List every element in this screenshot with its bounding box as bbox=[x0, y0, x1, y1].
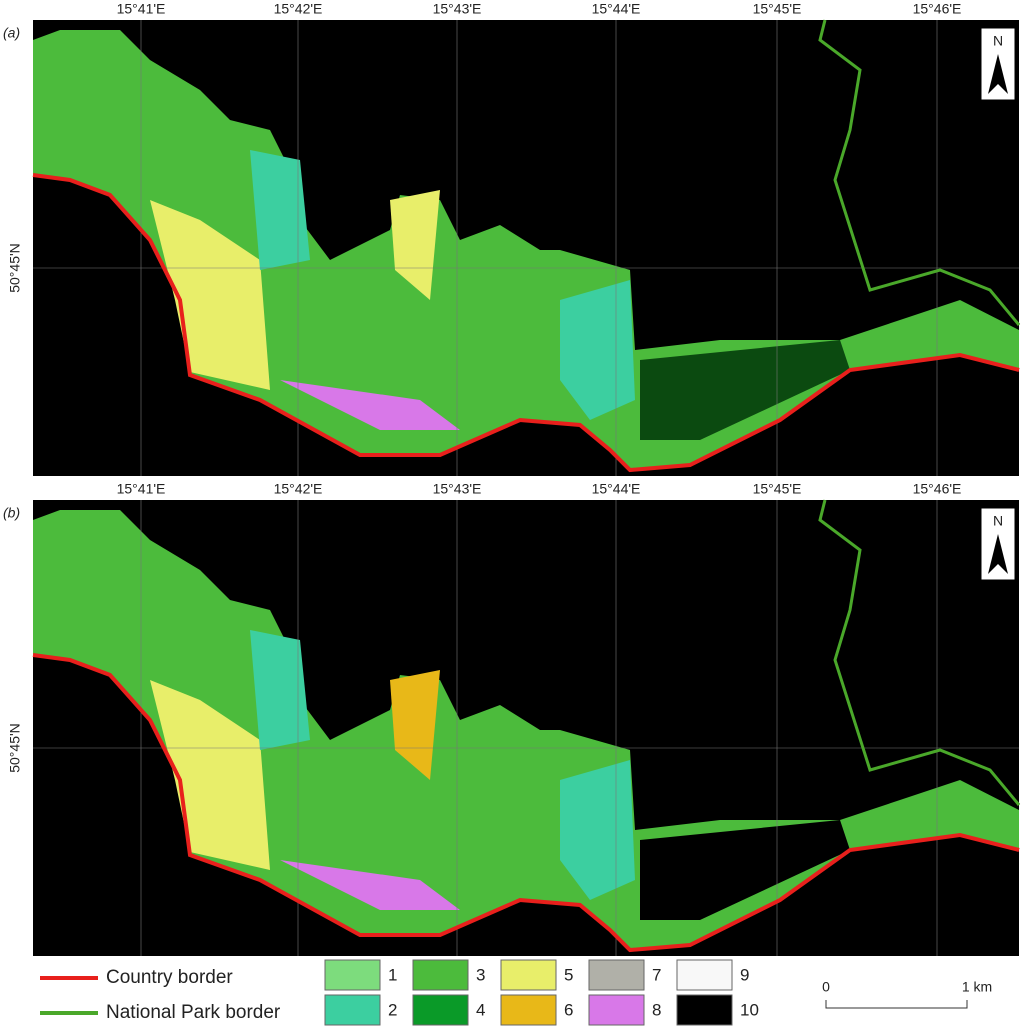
longitude-label: 15°42'E bbox=[274, 1, 323, 17]
legend-swatch bbox=[676, 994, 733, 1026]
longitude-label: 15°41'E bbox=[117, 481, 166, 497]
legend-swatch bbox=[412, 959, 469, 991]
panel-label: (a) bbox=[3, 25, 20, 41]
legend-swatch bbox=[676, 959, 733, 991]
land-patch bbox=[390, 190, 440, 300]
legend-swatch bbox=[412, 994, 469, 1026]
park-border bbox=[818, 499, 1021, 806]
panel-label: (b) bbox=[3, 505, 20, 521]
longitude-label: 15°45'E bbox=[753, 481, 802, 497]
land-patch bbox=[280, 860, 460, 910]
scale-label: 1 km bbox=[962, 979, 992, 995]
longitude-label: 15°43'E bbox=[433, 481, 482, 497]
longitude-label: 15°41'E bbox=[117, 1, 166, 17]
longitude-label: 15°46'E bbox=[913, 481, 962, 497]
longitude-label: 15°44'E bbox=[592, 481, 641, 497]
longitude-label: 15°44'E bbox=[592, 1, 641, 17]
scale-bar bbox=[825, 1000, 968, 1009]
legend-label: 9 bbox=[740, 965, 749, 984]
latitude-label: 50°45'N bbox=[7, 723, 23, 773]
legend-swatch bbox=[324, 994, 381, 1026]
legend-swatch bbox=[324, 959, 381, 991]
land-patch bbox=[640, 340, 850, 440]
land-patch bbox=[150, 680, 270, 870]
legend-label: Country border bbox=[106, 967, 233, 988]
north-label: N bbox=[993, 33, 1003, 49]
country-border bbox=[32, 173, 1020, 473]
land-patch bbox=[280, 380, 460, 430]
legend-label: 8 bbox=[652, 1000, 661, 1019]
legend-label: 5 bbox=[564, 965, 573, 984]
land-patch bbox=[150, 200, 270, 390]
north-label: N bbox=[993, 513, 1003, 529]
legend-label: 6 bbox=[564, 1000, 573, 1019]
country-border bbox=[32, 653, 1020, 953]
legend-label: 10 bbox=[740, 1000, 759, 1019]
legend-swatch bbox=[500, 959, 557, 991]
longitude-label: 15°43'E bbox=[433, 1, 482, 17]
land-patch bbox=[640, 820, 850, 920]
north-arrow bbox=[988, 534, 1008, 574]
land-patch bbox=[390, 670, 440, 780]
legend-label: 1 bbox=[388, 965, 397, 984]
legend-label: National Park border bbox=[106, 1002, 281, 1023]
north-arrow bbox=[988, 54, 1008, 94]
legend-label: 3 bbox=[476, 965, 485, 984]
longitude-label: 15°45'E bbox=[753, 1, 802, 17]
longitude-label: 15°46'E bbox=[913, 1, 962, 17]
legend-swatch bbox=[588, 959, 645, 991]
park-border bbox=[818, 19, 1021, 326]
legend-label: 2 bbox=[388, 1000, 397, 1019]
legend-swatch bbox=[500, 994, 557, 1026]
land-patch bbox=[250, 630, 310, 750]
scale-label: 0 bbox=[822, 979, 830, 995]
legend-swatch bbox=[588, 994, 645, 1026]
latitude-label: 50°45'N bbox=[7, 243, 23, 293]
legend-label: 7 bbox=[652, 965, 661, 984]
land-patch bbox=[250, 150, 310, 270]
legend-label: 4 bbox=[476, 1000, 485, 1019]
longitude-label: 15°42'E bbox=[274, 481, 323, 497]
